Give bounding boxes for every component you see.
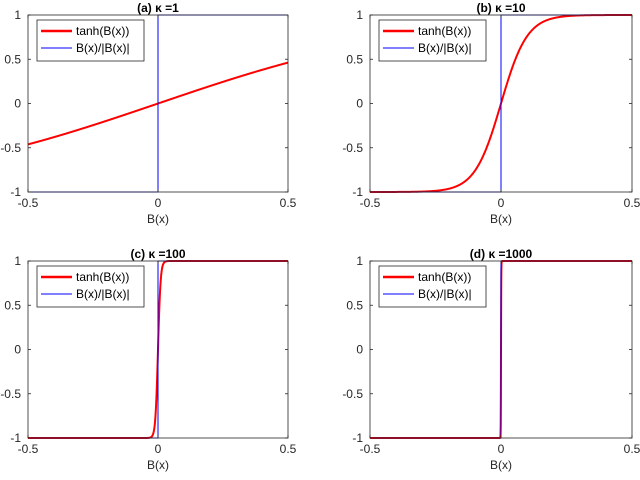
x-tick-label: -0.5 (18, 196, 39, 210)
y-tick-label: -0.5 (342, 387, 363, 401)
legend-box (36, 265, 145, 308)
y-tick-label: 0 (14, 343, 21, 357)
legend-label: tanh(B(x)) (76, 270, 129, 284)
x-tick-label: 0 (155, 442, 162, 456)
chart-panel-0: -0.5 0 0.5-1-0.500.51B(x)(a) κ =1tanh(B(x)… (0, 1, 296, 226)
legend-box (378, 265, 487, 308)
y-tick-label: 0.5 (4, 298, 21, 312)
y-tick-label: 1 (356, 8, 363, 22)
legend: tanh(B(x)) B(x)/|B(x)| (36, 19, 145, 62)
y-tick-label: 0.5 (4, 52, 21, 66)
chart-panel-2: -0.5 0 0.5-1-0.500.51B(x)(c) κ =100tanh(B(… (0, 247, 296, 472)
y-tick-label: -1 (352, 431, 363, 445)
x-tick-label: 0.5 (280, 196, 297, 210)
y-tick-label: -1 (10, 185, 21, 199)
legend: tanh(B(x)) B(x)/|B(x)| (378, 265, 487, 308)
panel-title: (c) κ =100 (130, 247, 185, 261)
x-tick-label: 0 (498, 196, 505, 210)
panel-title: (b) κ =10 (476, 1, 525, 15)
x-axis-title: B(x) (147, 458, 169, 472)
legend: tanh(B(x)) B(x)/|B(x)| (378, 19, 487, 62)
y-tick-label: -1 (10, 431, 21, 445)
y-tick-label: 0.5 (346, 52, 363, 66)
legend-label: tanh(B(x)) (418, 24, 471, 38)
x-axis-title: B(x) (490, 212, 512, 226)
legend-label: tanh(B(x)) (76, 24, 129, 38)
y-tick-label: 1 (356, 254, 363, 268)
x-tick-label: 0 (498, 442, 505, 456)
legend-box (36, 19, 145, 62)
y-tick-label: 0 (356, 97, 363, 111)
legend-label: B(x)/|B(x)| (418, 287, 472, 301)
y-tick-label: -1 (352, 185, 363, 199)
y-tick-label: 1 (14, 254, 21, 268)
legend-label: tanh(B(x)) (418, 270, 471, 284)
x-tick-label: 0.5 (280, 442, 297, 456)
legend-box (378, 19, 487, 62)
legend-label: B(x)/|B(x)| (418, 41, 472, 55)
y-tick-label: -0.5 (0, 387, 21, 401)
y-tick-label: 0.5 (346, 298, 363, 312)
chart-panel-1: -0.5 0 0.5-1-0.500.51B(x)(b) κ =10tanh(B(x… (342, 1, 640, 226)
x-tick-label: 0.5 (624, 442, 640, 456)
chart-panel-3: -0.5 0 0.5-1-0.500.51B(x)(d) κ =1000tanh(B… (342, 247, 640, 472)
x-axis-title: B(x) (490, 458, 512, 472)
legend: tanh(B(x)) B(x)/|B(x)| (36, 265, 145, 308)
x-tick-label: 0.5 (624, 196, 640, 210)
panel-title: (a) κ =1 (137, 1, 179, 15)
x-tick-label: -0.5 (360, 442, 381, 456)
x-tick-label: -0.5 (360, 196, 381, 210)
x-tick-label: 0 (155, 196, 162, 210)
y-tick-label: -0.5 (342, 141, 363, 155)
legend-label: B(x)/|B(x)| (76, 287, 130, 301)
y-tick-label: 0 (356, 343, 363, 357)
legend-label: B(x)/|B(x)| (76, 41, 130, 55)
y-tick-label: 1 (14, 8, 21, 22)
y-tick-label: -0.5 (0, 141, 21, 155)
panel-title: (d) κ =1000 (470, 247, 533, 261)
x-tick-label: -0.5 (18, 442, 39, 456)
x-axis-title: B(x) (147, 212, 169, 226)
y-tick-label: 0 (14, 97, 21, 111)
